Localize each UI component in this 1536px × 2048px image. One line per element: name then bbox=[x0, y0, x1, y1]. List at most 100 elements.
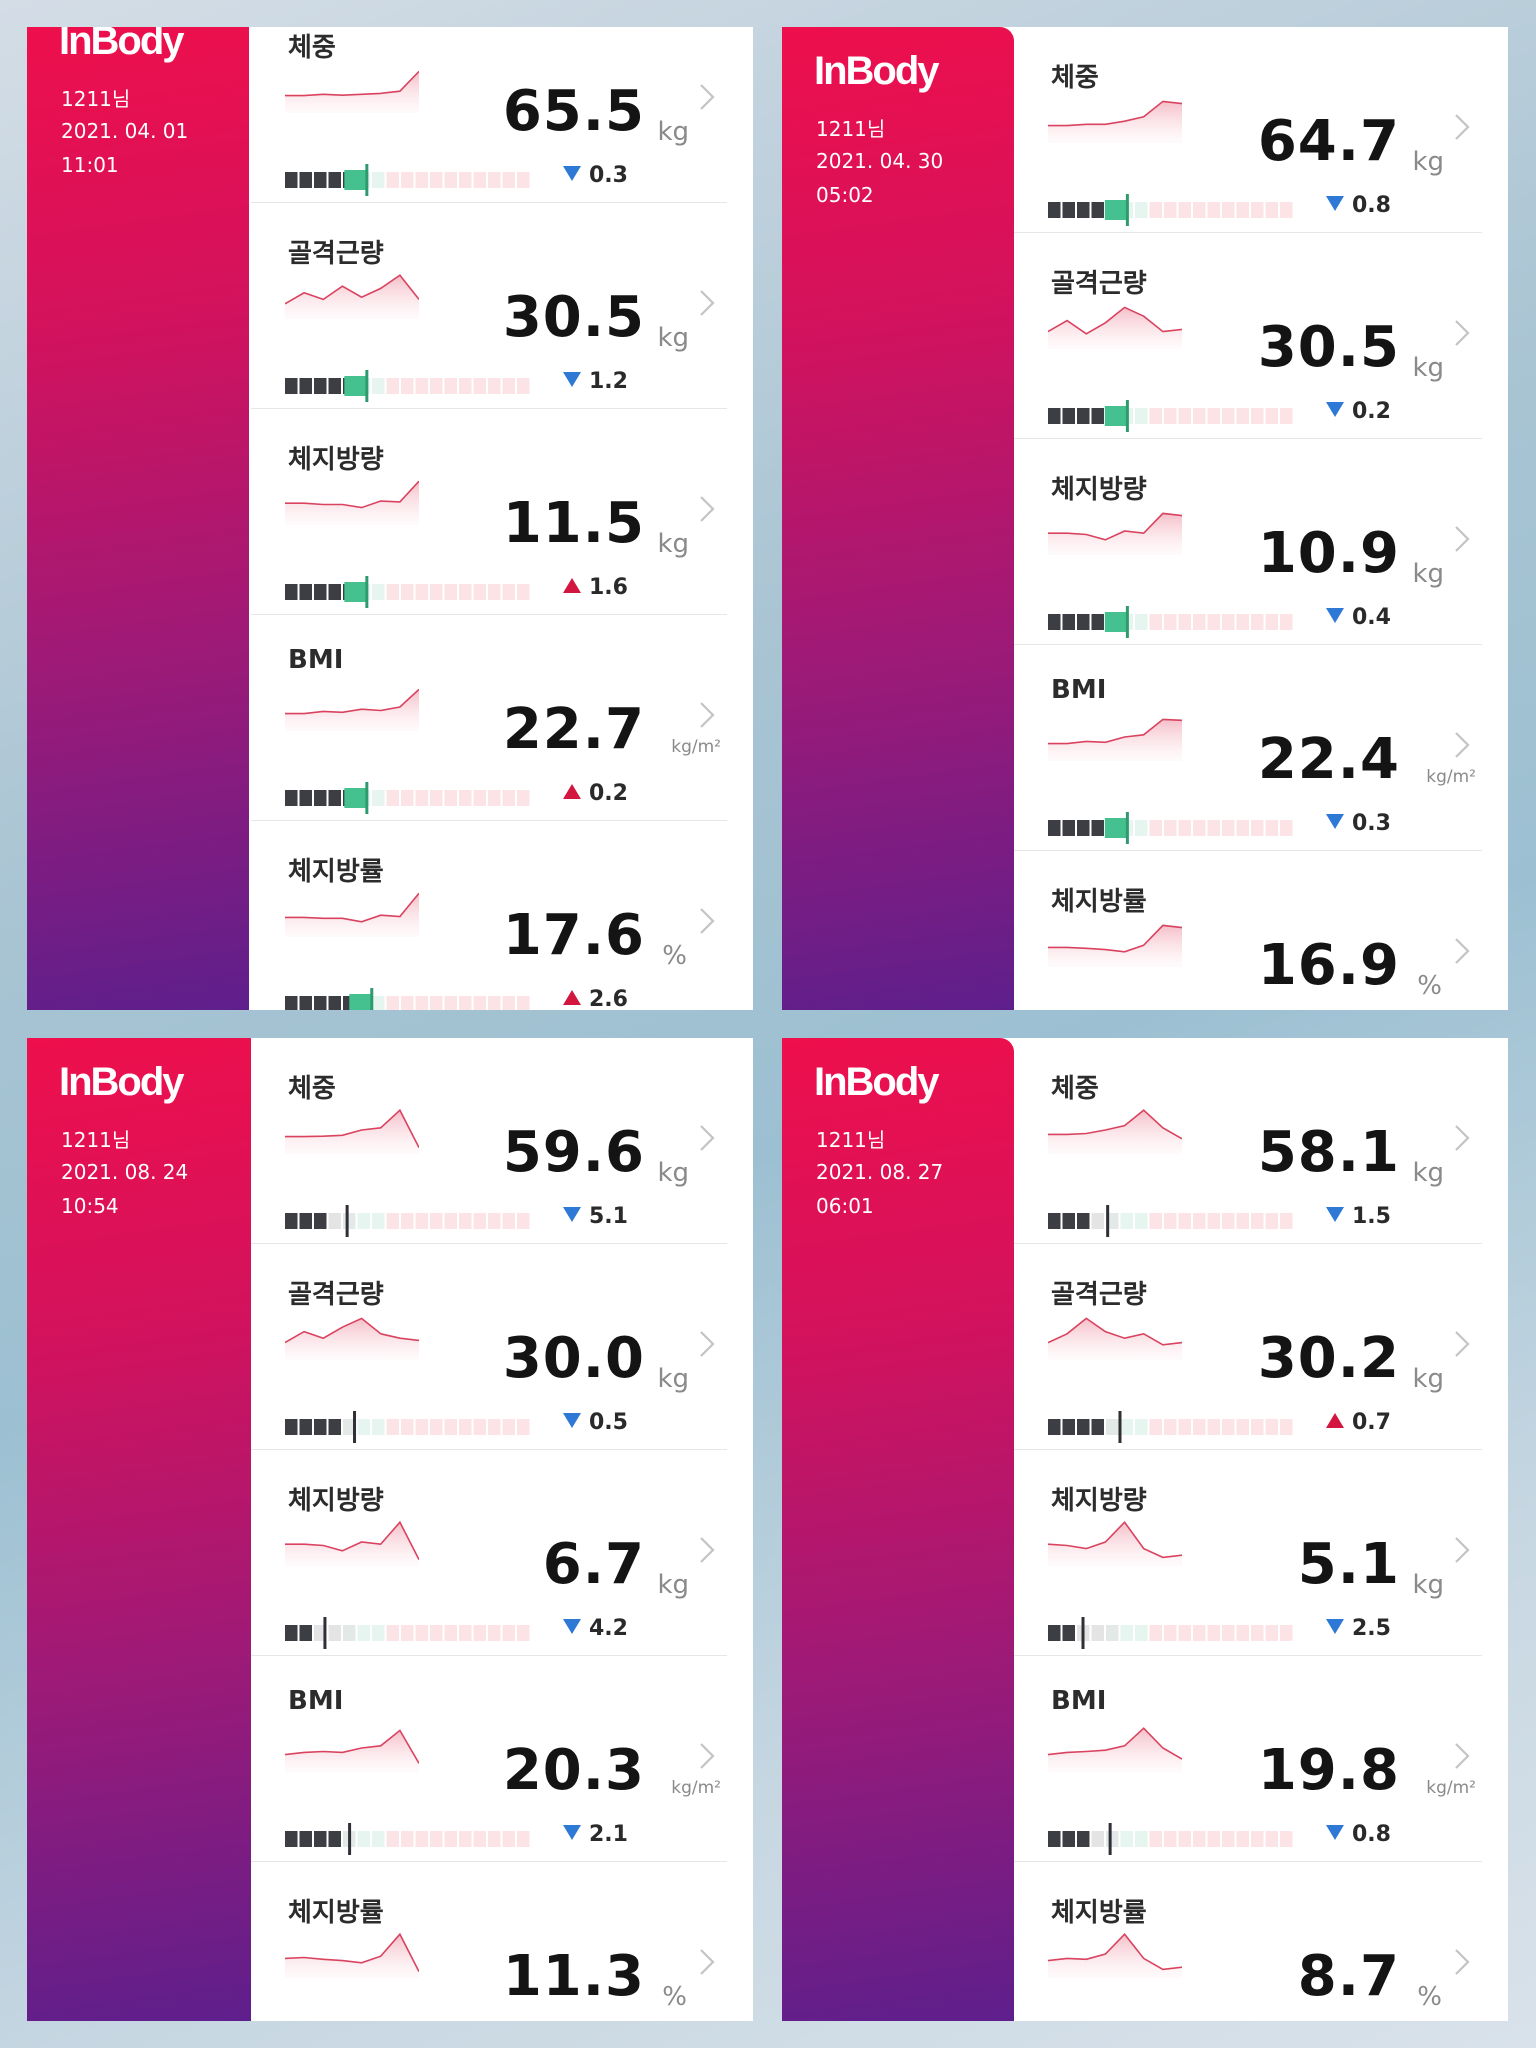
metric-row[interactable]: 골격근량 30.5 kg 0.2 bbox=[1014, 233, 1482, 439]
range-bar bbox=[285, 1411, 530, 1443]
metric-row[interactable]: 체지방량 11.5 kg 1.6 bbox=[251, 409, 727, 615]
chevron-right-icon[interactable] bbox=[691, 1530, 723, 1570]
sparkline-line bbox=[285, 1108, 419, 1148]
chevron-right-icon[interactable] bbox=[1446, 519, 1478, 559]
sparkline-line bbox=[285, 688, 419, 715]
range-segment bbox=[517, 584, 530, 600]
metric-row[interactable]: 체중 65.5 kg 0.3 bbox=[251, 27, 727, 203]
chevron-right-icon[interactable] bbox=[1446, 1736, 1478, 1776]
range-indicator bbox=[345, 1205, 349, 1237]
metric-value: 65.5 bbox=[502, 79, 645, 144]
chevron-right-icon[interactable] bbox=[691, 1324, 723, 1364]
chevron-right-icon[interactable] bbox=[691, 1736, 723, 1776]
metric-row[interactable]: 골격근량 30.2 kg 0.7 bbox=[1014, 1244, 1482, 1450]
change-indicator: 1.5 bbox=[1326, 1204, 1391, 1229]
change-value: 0.2 bbox=[1352, 399, 1391, 424]
range-segment bbox=[517, 1419, 530, 1435]
chevron-right-icon[interactable] bbox=[1446, 725, 1478, 765]
range-segment bbox=[401, 172, 414, 188]
range-segment bbox=[517, 1625, 530, 1641]
metric-row[interactable]: BMI 19.8 kg/m² 0.8 bbox=[1014, 1656, 1482, 1862]
metric-row[interactable]: 체지방량 10.9 kg 0.4 bbox=[1014, 439, 1482, 645]
range-segment bbox=[1265, 202, 1278, 218]
trend-sparkline bbox=[1048, 306, 1182, 349]
range-segment bbox=[328, 1625, 341, 1641]
range-segment bbox=[415, 996, 428, 1010]
metric-row[interactable]: 체중 59.6 kg 5.1 bbox=[251, 1038, 727, 1244]
range-segment bbox=[1207, 1625, 1220, 1641]
range-fill-segment bbox=[1091, 202, 1104, 218]
range-segment bbox=[517, 378, 530, 394]
range-fill-segment bbox=[285, 1419, 298, 1435]
range-segment bbox=[488, 584, 501, 600]
change-indicator: 0.5 bbox=[563, 1410, 628, 1435]
range-segment bbox=[1236, 1625, 1249, 1641]
range-segment bbox=[1178, 1625, 1191, 1641]
chevron-right-icon[interactable] bbox=[691, 77, 723, 117]
metric-row[interactable]: 체지방량 6.7 kg 4.2 bbox=[251, 1450, 727, 1656]
chevron-right-icon[interactable] bbox=[1446, 1530, 1478, 1570]
range-segment bbox=[502, 1831, 515, 1847]
metric-row[interactable]: 체중 64.7 kg 0.8 bbox=[1014, 27, 1482, 233]
measure-time: 05:02 bbox=[816, 183, 874, 207]
inbody-card-panel: InBody 1211님 2021. 08. 24 10:54 체중 59.6 kg… bbox=[27, 1038, 753, 2021]
range-indicator bbox=[1106, 1205, 1110, 1237]
chevron-right-icon[interactable] bbox=[691, 1942, 723, 1982]
chevron-right-icon[interactable] bbox=[1446, 1324, 1478, 1364]
range-bar bbox=[1048, 812, 1293, 844]
range-segment bbox=[444, 584, 457, 600]
sparkline-area bbox=[285, 71, 419, 113]
range-fill-segment bbox=[1077, 1213, 1090, 1229]
chevron-right-icon[interactable] bbox=[1446, 107, 1478, 147]
metric-row[interactable]: 골격근량 30.5 kg 1.2 bbox=[251, 203, 727, 409]
chevron-right-icon[interactable] bbox=[691, 283, 723, 323]
range-segment bbox=[386, 1213, 399, 1229]
range-segment bbox=[1135, 1213, 1148, 1229]
triangle-down-icon bbox=[563, 166, 581, 181]
range-fill-segment bbox=[314, 172, 327, 188]
change-value: 1.5 bbox=[1352, 1204, 1391, 1229]
metric-row[interactable]: 체지방량 5.1 kg 2.5 bbox=[1014, 1450, 1482, 1656]
range-segment bbox=[372, 1831, 385, 1847]
metric-label: 체지방률 bbox=[288, 1898, 384, 1928]
range-fill-segment bbox=[299, 1831, 312, 1847]
chevron-right-icon[interactable] bbox=[691, 1118, 723, 1158]
metric-row[interactable]: 체중 58.1 kg 1.5 bbox=[1014, 1038, 1482, 1244]
metric-row[interactable]: 골격근량 30.0 kg 0.5 bbox=[251, 1244, 727, 1450]
range-segment bbox=[1164, 820, 1177, 836]
metric-row[interactable]: BMI 22.4 kg/m² 0.3 bbox=[1014, 645, 1482, 851]
metric-row[interactable]: BMI 22.7 kg/m² 0.2 bbox=[251, 615, 727, 821]
chevron-right-icon[interactable] bbox=[691, 901, 723, 941]
range-segment bbox=[1251, 614, 1264, 630]
range-segment bbox=[1193, 1419, 1206, 1435]
range-segment bbox=[517, 996, 530, 1010]
range-bar bbox=[285, 1823, 530, 1855]
range-fill-segment bbox=[1048, 820, 1061, 836]
chevron-right-icon[interactable] bbox=[691, 695, 723, 735]
chevron-right-icon[interactable] bbox=[691, 489, 723, 529]
range-segment bbox=[1120, 1419, 1133, 1435]
range-segment bbox=[1280, 614, 1293, 630]
range-indicator bbox=[1125, 812, 1129, 844]
change-indicator: 4.2 bbox=[563, 1616, 628, 1641]
triangle-down-icon bbox=[1326, 1825, 1344, 1840]
metric-row[interactable]: BMI 20.3 kg/m² 2.1 bbox=[251, 1656, 727, 1862]
metric-row[interactable]: 체지방률 17.6% 2.6 bbox=[251, 821, 727, 1010]
chevron-right-icon[interactable] bbox=[1446, 1942, 1478, 1982]
chevron-right-icon[interactable] bbox=[1446, 1118, 1478, 1158]
range-segment bbox=[459, 1213, 472, 1229]
metric-row[interactable]: 체지방률 8.7% bbox=[1014, 1862, 1482, 2021]
change-value: 0.7 bbox=[1352, 1410, 1391, 1435]
range-segment bbox=[1222, 820, 1235, 836]
measure-date: 2021. 08. 24 bbox=[61, 1160, 189, 1184]
sparkline-area bbox=[1048, 925, 1182, 967]
chevron-right-icon[interactable] bbox=[1446, 931, 1478, 971]
change-value: 0.8 bbox=[1352, 193, 1391, 218]
range-indicator bbox=[1108, 1823, 1112, 1855]
metric-value: 30.5 bbox=[1257, 315, 1400, 380]
range-segment bbox=[415, 1419, 428, 1435]
chevron-right-icon[interactable] bbox=[1446, 313, 1478, 353]
range-segment bbox=[1164, 1831, 1177, 1847]
